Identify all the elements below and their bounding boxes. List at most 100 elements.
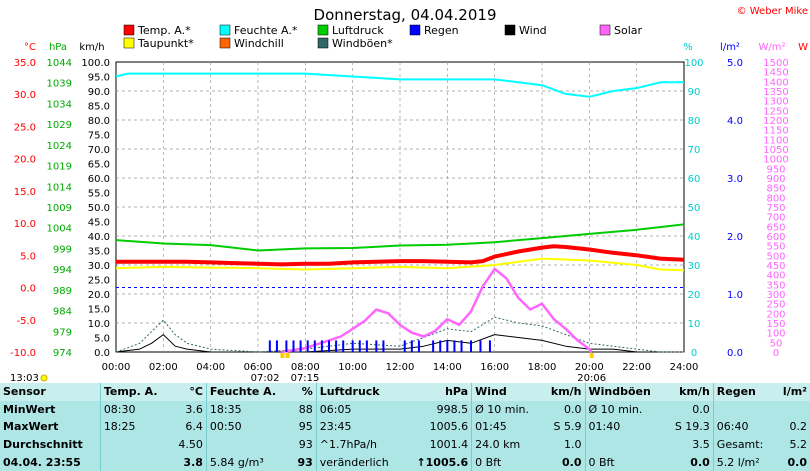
solar-tick-label: 900	[766, 174, 785, 185]
press-forecast: veränderlich	[315, 453, 404, 471]
wind-cur-value: 0.0	[562, 455, 582, 469]
hum-tick-label: 50	[688, 203, 701, 214]
stats-header-temp-unit: °C	[170, 383, 207, 401]
gust-max-time-text: 01:40	[588, 420, 621, 434]
solar-tick-label: 1050	[763, 145, 788, 156]
press-max-value: 1005.6	[429, 420, 469, 434]
rain-bar	[439, 340, 442, 352]
solar-tick-label: 350	[766, 280, 785, 291]
stats-header-wind: Wind	[471, 383, 542, 401]
sun-icon	[280, 353, 285, 358]
wind-tick-label: 75.0	[88, 131, 110, 142]
press-tick-label: 979	[53, 327, 72, 338]
solar-tick-label: 450	[766, 261, 785, 272]
solar-tick-label: 250	[766, 300, 785, 311]
hum-tick-label: 80	[688, 116, 701, 127]
feuchte-a-series	[115, 72, 684, 98]
legend-label: Windchill	[234, 37, 284, 50]
solar-axis-unit: W/m²	[758, 42, 785, 53]
gust-min-value: 0.0	[692, 402, 710, 416]
wind-tick-label: 30.0	[88, 261, 110, 272]
wind-tick-label: 15.0	[88, 305, 110, 316]
legend-swatch	[317, 24, 329, 36]
temp-tick-label: 20.0	[14, 155, 36, 166]
solar-tick-label: 1200	[763, 116, 788, 127]
temp-min-value: 3.6	[185, 402, 203, 416]
noon-label: 07:15	[291, 373, 320, 383]
rain-bar	[335, 340, 338, 352]
sun-icon	[589, 353, 594, 358]
temp-tick-label: 25.0	[14, 122, 36, 133]
sun-icon	[40, 374, 48, 382]
press-tick-label: 984	[53, 307, 72, 318]
extra-axis-unit: W	[798, 42, 808, 53]
rain-bar	[292, 340, 295, 352]
solar-tick-label: 100	[766, 329, 785, 340]
rain-bar	[403, 340, 406, 352]
rain-tick-label: 1.0	[727, 290, 743, 301]
temp-tick-label: -5.0	[16, 316, 36, 327]
rain-today: 5.2 l/m²	[712, 453, 775, 471]
press-tick-label: 999	[53, 244, 72, 255]
rain-bar	[410, 340, 413, 352]
time-tick-label: 20:00	[575, 362, 604, 373]
current-time-label: 13:03	[10, 373, 39, 383]
rain-bar	[306, 340, 309, 352]
stats-header-hum-unit: %	[290, 383, 317, 401]
temp-max-time: 18:25	[99, 418, 171, 436]
rain-bar	[320, 340, 323, 352]
solar-tick-label: 50	[770, 338, 783, 349]
gust-min-label: Ø 10 min.	[584, 400, 666, 419]
wind-max-time-text: 01:45	[475, 420, 507, 434]
hum-tick-label: 10	[688, 319, 701, 330]
solar-tick-label: 0	[773, 348, 779, 359]
hum-tick-label: 30	[688, 261, 701, 272]
solar-tick-label: 700	[766, 213, 785, 224]
wind-tick-label: 45.0	[88, 218, 110, 229]
sun-markers: 07:02 07:15 20:06 13:03	[10, 353, 606, 383]
stats-header-sensor: Sensor	[0, 383, 101, 401]
solar-tick-label: 950	[766, 164, 785, 175]
hum-min-time: 18:35	[205, 400, 291, 419]
copyright-label: © Weber Mike	[737, 6, 808, 17]
stats-row-label: Durchschnitt	[3, 438, 83, 452]
rain-bar	[328, 340, 330, 352]
legend-swatch	[219, 37, 231, 49]
luftdruck-series	[115, 223, 685, 252]
stats-header-temp: Temp. A.	[99, 383, 171, 401]
solar-tick-label: 300	[766, 290, 785, 301]
rain-bar	[488, 340, 491, 352]
temp-tick-label: 5.0	[20, 251, 36, 262]
gust-cur-value: 0.0	[690, 455, 710, 469]
rain-bar	[358, 340, 361, 352]
rain-bar	[275, 340, 278, 352]
stats-header-press-unit: hPa	[403, 383, 472, 401]
press-tick-label: 1004	[47, 224, 72, 235]
gust-avg-label	[584, 435, 666, 454]
rain-tick-label: 2.0	[727, 232, 743, 243]
press-trend: ^1.7hPa/h	[315, 435, 404, 454]
rain-bar	[365, 340, 368, 352]
hum-cur-value: 93	[297, 455, 313, 469]
hum-tick-label: 70	[688, 145, 701, 156]
press-tick-label: 1014	[47, 182, 72, 193]
solar-tick-label: 800	[766, 193, 785, 204]
wind-min-value: 0.0	[564, 402, 582, 416]
wind-tick-label: 95.0	[88, 73, 110, 84]
rain-bar	[460, 340, 463, 352]
solar-tick-label: 750	[766, 203, 785, 214]
wind-tick-label: 70.0	[88, 145, 110, 156]
legend-swatch	[317, 37, 329, 49]
rain-bar	[432, 340, 435, 352]
press-tick-label: 1009	[47, 203, 72, 214]
rain-tick-label: 0.0	[727, 348, 743, 359]
press-tick-label: 1029	[47, 120, 72, 131]
wind-tick-label: 55.0	[88, 189, 110, 200]
sunset-label: 20:06	[577, 373, 606, 383]
time-tick-label: 24:00	[670, 362, 699, 373]
time-tick-label: 02:00	[149, 362, 178, 373]
hum-axis-unit: %	[683, 42, 693, 53]
stats-row-min: MinWert 08:30 3.6 18:35 88 06:05 998.5 Ø…	[0, 400, 810, 419]
solar-tick-label: 550	[766, 242, 785, 253]
legend-swatch	[219, 24, 231, 36]
